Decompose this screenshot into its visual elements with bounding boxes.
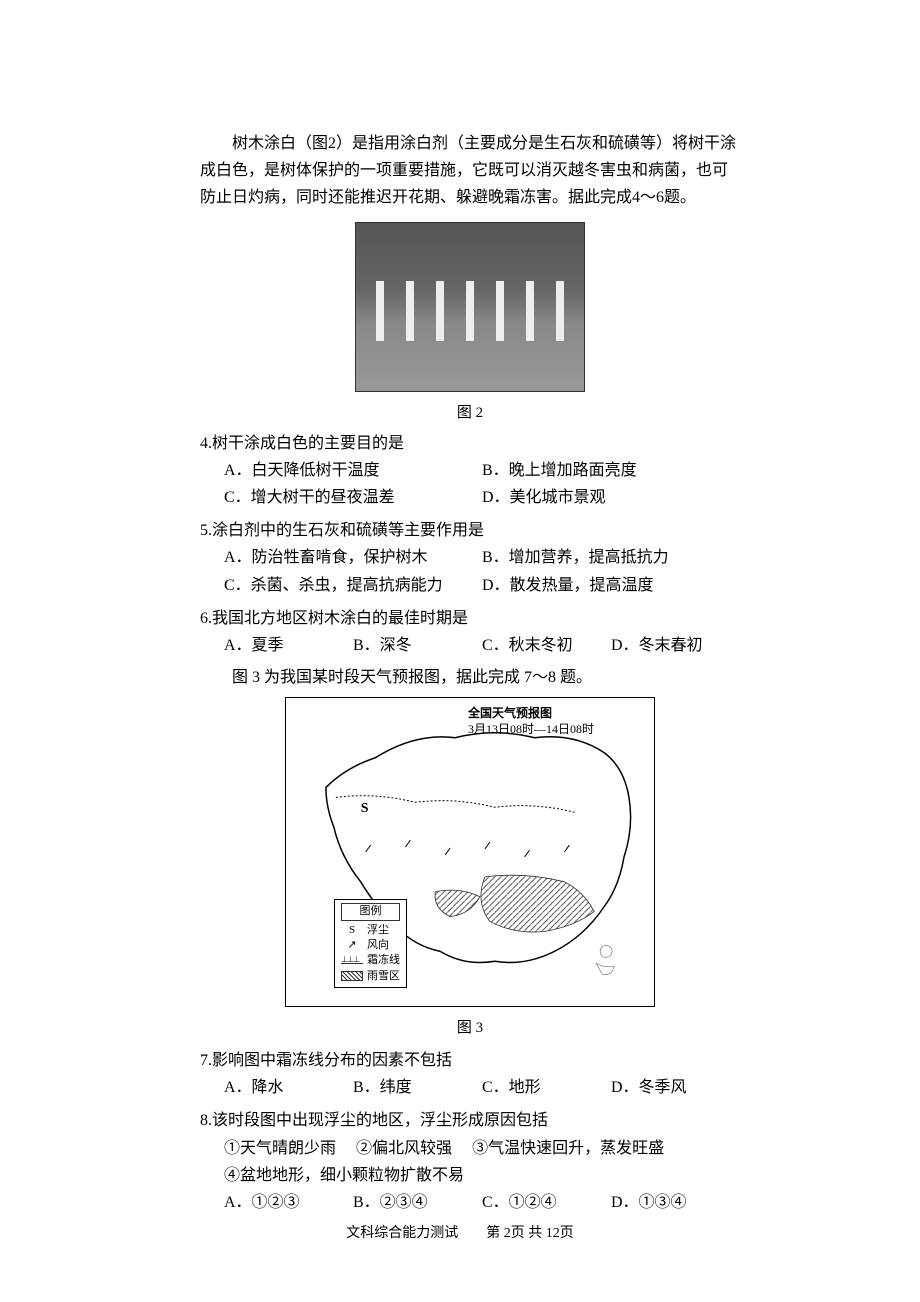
q6-option-b: B．深冬	[353, 632, 482, 659]
question-6: 6.我国北方地区树木涂白的最佳时期是 A．夏季 B．深冬 C．秋末冬初 D．冬末…	[200, 605, 740, 659]
figure-2-image	[355, 222, 585, 392]
question-4-options: A．白天降低树干温度 B．晚上增加路面亮度 C．增大树干的昼夜温差 D．美化城市…	[200, 457, 740, 511]
legend-wind-symbol: ↗	[341, 938, 363, 953]
question-6-text: 6.我国北方地区树木涂白的最佳时期是	[200, 605, 740, 632]
legend-frost-label: 霜冻线	[367, 953, 400, 968]
legend-row-wind: ↗ 风向	[341, 938, 400, 953]
legend-row-frost: 霜冻线	[341, 953, 400, 968]
q7-option-b: B．纬度	[353, 1074, 482, 1101]
q7-option-c: C．地形	[482, 1074, 611, 1101]
legend-row-dust: S 浮尘	[341, 923, 400, 938]
q5-option-b: B．增加营养，提高抵抗力	[482, 544, 740, 571]
legend-title: 图例	[341, 903, 400, 920]
q4-option-c: C．增大树干的昼夜温差	[224, 484, 482, 511]
question-4-text: 4.树干涂成白色的主要目的是	[200, 430, 740, 457]
q4-option-b: B．晚上增加路面亮度	[482, 457, 740, 484]
q6-option-a: A．夏季	[224, 632, 353, 659]
question-7-options: A．降水 B．纬度 C．地形 D．冬季风	[200, 1074, 740, 1101]
q8-s2: ②偏北风较强	[356, 1140, 452, 1157]
q8-option-c: C．①②④	[482, 1189, 611, 1216]
q5-option-d: D．散发热量，提高温度	[482, 572, 740, 599]
question-7-text: 7.影响图中霜冻线分布的因素不包括	[200, 1047, 740, 1074]
legend-wind-label: 风向	[367, 938, 389, 953]
question-6-options: A．夏季 B．深冬 C．秋末冬初 D．冬末春初	[200, 632, 740, 659]
intro-4-6: 树木涂白（图2）是指用涂白剂（主要成分是生石灰和硫磺等）将树干涂成白色，是树体保…	[200, 130, 740, 212]
intro-7-8: 图 3 为我国某时段天气预报图，据此完成 7～8 题。	[200, 663, 740, 687]
legend-frost-symbol	[341, 958, 363, 964]
q7-option-d: D．冬季风	[611, 1074, 740, 1101]
question-7: 7.影响图中霜冻线分布的因素不包括 A．降水 B．纬度 C．地形 D．冬季风	[200, 1047, 740, 1101]
legend-s-symbol: S	[341, 923, 363, 938]
figure-3-legend: 图例 S 浮尘 ↗ 风向 霜冻线 雨雪区	[334, 899, 407, 988]
q8-s1: ①天气晴朗少雨	[224, 1140, 336, 1157]
q8-option-a: A．①②③	[224, 1189, 353, 1216]
s-marker-text: S	[361, 801, 369, 816]
q7-option-a: A．降水	[224, 1074, 353, 1101]
figure-3-container: 全国天气预报图 3月13日08时—14日08时 S 图例 S 浮尘	[200, 697, 740, 1037]
figure-3-label: 图 3	[200, 1016, 740, 1037]
q8-option-d: D．①③④	[611, 1189, 740, 1216]
figure-2-label: 图 2	[200, 401, 740, 422]
q8-statements-1: ①天气晴朗少雨 ②偏北风较强 ③气温快速回升，蒸发旺盛	[200, 1135, 740, 1162]
q8-statements-2: ④盆地地形，细小颗粒物扩散不易	[200, 1162, 740, 1189]
q4-option-a: A．白天降低树干温度	[224, 457, 482, 484]
q4-option-d: D．美化城市景观	[482, 484, 740, 511]
question-5-text: 5.涂白剂中的生石灰和硫磺等主要作用是	[200, 517, 740, 544]
legend-s-label: 浮尘	[367, 923, 389, 938]
q6-option-c: C．秋末冬初	[482, 632, 611, 659]
question-5: 5.涂白剂中的生石灰和硫磺等主要作用是 A．防治牲畜啃食，保护树木 B．增加营养…	[200, 517, 740, 599]
question-8-text: 8.该时段图中出现浮尘的地区，浮尘形成原因包括	[200, 1107, 740, 1134]
legend-rain-label: 雨雪区	[367, 969, 400, 984]
legend-rain-symbol	[341, 971, 363, 981]
question-5-options: A．防治牲畜啃食，保护树木 B．增加营养，提高抵抗力 C．杀菌、杀虫，提高抗病能…	[200, 544, 740, 598]
q5-option-a: A．防治牲畜啃食，保护树木	[224, 544, 482, 571]
q8-s3: ③气温快速回升，蒸发旺盛	[472, 1140, 664, 1157]
question-8: 8.该时段图中出现浮尘的地区，浮尘形成原因包括 ①天气晴朗少雨 ②偏北风较强 ③…	[200, 1107, 740, 1216]
legend-row-rain: 雨雪区	[341, 969, 400, 984]
q8-option-b: B．②③④	[353, 1189, 482, 1216]
q8-s4: ④盆地地形，细小颗粒物扩散不易	[224, 1167, 464, 1184]
question-8-options: A．①②③ B．②③④ C．①②④ D．①③④	[200, 1189, 740, 1216]
question-4: 4.树干涂成白色的主要目的是 A．白天降低树干温度 B．晚上增加路面亮度 C．增…	[200, 430, 740, 512]
q5-option-c: C．杀菌、杀虫，提高抗病能力	[224, 572, 482, 599]
q6-option-d: D．冬末春初	[611, 632, 740, 659]
figure-2-container: 图 2	[200, 222, 740, 422]
figure-3-image: 全国天气预报图 3月13日08时—14日08时 S 图例 S 浮尘	[285, 697, 655, 1007]
page-footer: 文科综合能力测试 第 2页 共 12页	[0, 1222, 920, 1242]
